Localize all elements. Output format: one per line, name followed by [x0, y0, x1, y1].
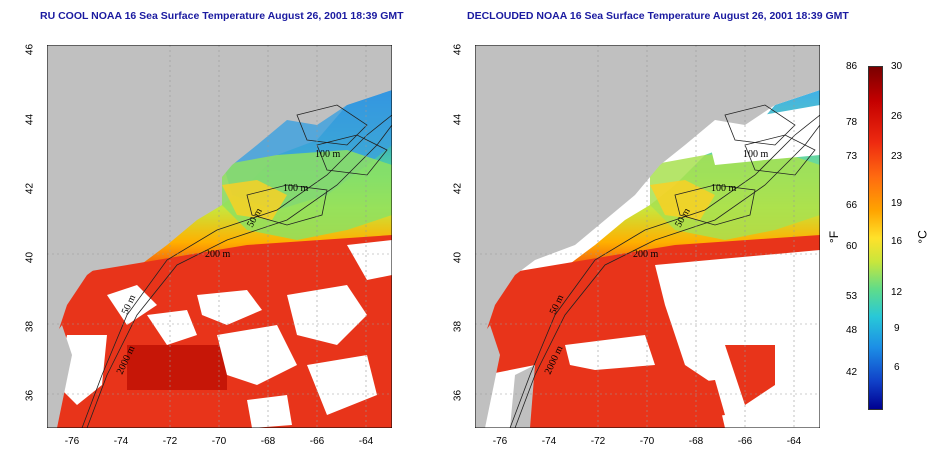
cb-f-66: 66 [846, 200, 858, 211]
x-tick-70-r: -70 [639, 436, 655, 447]
cb-f-53: 53 [846, 291, 858, 302]
y-tick-38: 38 [24, 320, 36, 333]
cb-c-30: 30 [891, 61, 903, 72]
sst-map-raw: 100 m 100 m 50 m 200 m 50 m 2000 m [47, 45, 392, 428]
cb-c-26: 26 [891, 111, 903, 122]
fahrenheit-unit-label: °F [827, 230, 842, 244]
cb-f-42: 42 [846, 367, 858, 378]
isobath-label-100m: 100 m [283, 183, 309, 194]
map-title-left: RU COOL NOAA 16 Sea Surface Temperature … [40, 10, 404, 22]
cb-c-6: 6 [894, 362, 900, 373]
x-tick-66: -66 [309, 436, 325, 447]
y-tick-36-r: 36 [452, 389, 464, 402]
isobath-label-100m-north-r: 100 m [743, 149, 769, 160]
sst-map-raw-graphic: 100 m 100 m 50 m 200 m 50 m 2000 m [47, 45, 392, 428]
y-tick-46: 46 [24, 43, 36, 56]
x-tick-74-r: -74 [541, 436, 557, 447]
y-tick-44-r: 44 [452, 113, 464, 126]
cb-c-9: 9 [894, 323, 900, 334]
cb-c-16: 16 [891, 236, 903, 247]
isobath-label-200m-r: 200 m [633, 249, 659, 260]
cb-f-48: 48 [846, 325, 858, 336]
x-tick-72: -72 [162, 436, 178, 447]
cb-f-86: 86 [846, 61, 858, 72]
cb-f-60: 60 [846, 241, 858, 252]
cb-f-78: 78 [846, 117, 858, 128]
cb-c-23: 23 [891, 151, 903, 162]
y-tick-44: 44 [24, 113, 36, 126]
celsius-unit-label: °C [915, 230, 930, 244]
isobath-label-100m-north: 100 m [315, 149, 341, 160]
x-tick-76: -76 [64, 436, 80, 447]
sst-map-declouded-graphic: 100 m 100 m 50 m 200 m 50 m 2000 m [475, 45, 820, 428]
isobath-label-200m: 200 m [205, 249, 231, 260]
y-tick-42-r: 42 [452, 182, 464, 195]
x-tick-66-r: -66 [737, 436, 753, 447]
x-tick-68-r: -68 [688, 436, 704, 447]
y-tick-46-r: 46 [452, 43, 464, 56]
y-tick-40-r: 40 [452, 251, 464, 264]
x-tick-76-r: -76 [492, 436, 508, 447]
y-tick-40: 40 [24, 251, 36, 264]
y-tick-36: 36 [24, 389, 36, 402]
x-tick-72-r: -72 [590, 436, 606, 447]
y-tick-42: 42 [24, 182, 36, 195]
cb-c-19: 19 [891, 198, 903, 209]
x-tick-74: -74 [113, 436, 129, 447]
sst-map-declouded: 100 m 100 m 50 m 200 m 50 m 2000 m [475, 45, 820, 428]
cb-f-73: 73 [846, 151, 858, 162]
temperature-colorbar [868, 66, 883, 410]
isobath-label-100m-r: 100 m [711, 183, 737, 194]
x-tick-64: -64 [358, 436, 374, 447]
x-tick-64-r: -64 [786, 436, 802, 447]
y-tick-38-r: 38 [452, 320, 464, 333]
x-tick-68: -68 [260, 436, 276, 447]
x-tick-70: -70 [211, 436, 227, 447]
cb-c-12: 12 [891, 287, 903, 298]
map-title-right: DECLOUDED NOAA 16 Sea Surface Temperatur… [467, 10, 849, 22]
